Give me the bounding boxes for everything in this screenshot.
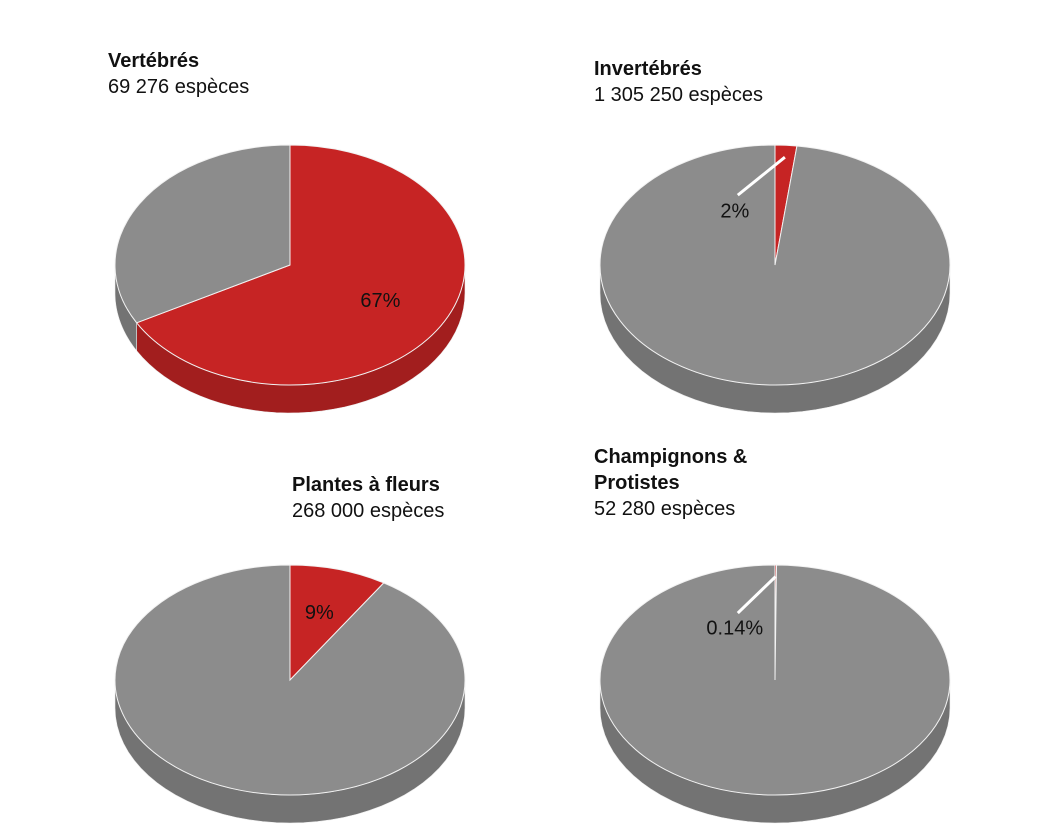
chart-head: Champignons & Protistes 52 280 espèces: [594, 444, 784, 522]
value-label: 67%: [360, 290, 400, 312]
slice: [135, 144, 466, 386]
chart-head: Vertébrés 69 276 espèces: [108, 48, 368, 100]
value-label: 2%: [720, 200, 749, 222]
chart-title: Vertébrés: [108, 50, 200, 72]
slice: [599, 144, 951, 386]
slice: [599, 564, 951, 796]
chart-subtitle: 1 305 250 espèces: [594, 84, 764, 106]
chart-head: Plantes à fleurs 268 000 espèces: [292, 472, 552, 524]
chart-title: Invertébrés: [594, 58, 702, 80]
value-label: 9%: [305, 602, 334, 624]
chart-title: Plantes à fleurs: [292, 474, 440, 496]
chart-subtitle: 52 280 espèces: [594, 498, 736, 520]
slice: [114, 564, 466, 796]
slice: [289, 564, 385, 682]
leader-line: [736, 575, 777, 615]
leader-line: [736, 156, 786, 197]
chart-subtitle: 69 276 espèces: [108, 76, 250, 98]
slice: [114, 144, 291, 324]
chart-title: Champignons & Protistes: [594, 446, 748, 494]
value-label: 0.14%: [706, 618, 763, 640]
chart-head: Invertébrés 1 305 250 espèces: [594, 56, 854, 108]
chart-subtitle: 268 000 espèces: [292, 500, 445, 522]
